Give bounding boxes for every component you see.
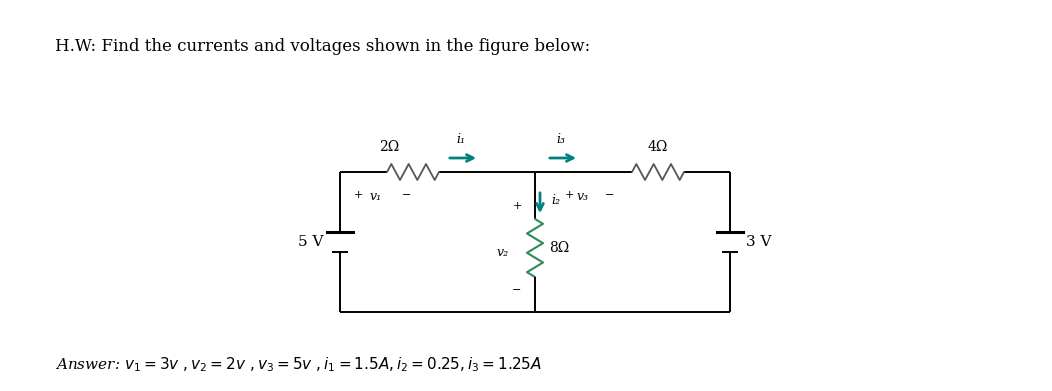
Text: 8Ω: 8Ω	[549, 241, 569, 255]
Text: v₁: v₁	[370, 190, 382, 203]
Text: −: −	[605, 190, 614, 200]
Text: i₃: i₃	[557, 133, 566, 146]
Text: i₁: i₁	[457, 133, 465, 146]
Text: −: −	[512, 285, 522, 295]
Text: v₃: v₃	[576, 190, 589, 203]
Text: +: +	[355, 190, 363, 200]
Text: Answer: $v_1 = 3v\ ,v_2 = 2v\ ,v_3 = 5v\ ,i_1 =1.5A,i_2 =0.25,i_3 =1.25A$: Answer: $v_1 = 3v\ ,v_2 = 2v\ ,v_3 = 5v\…	[55, 355, 542, 374]
Text: 5 V: 5 V	[299, 235, 324, 249]
Text: 4Ω: 4Ω	[648, 140, 668, 154]
Text: +: +	[512, 201, 522, 211]
Text: 3 V: 3 V	[746, 235, 771, 249]
Text: 2Ω: 2Ω	[379, 140, 400, 154]
Text: v₂: v₂	[497, 246, 509, 258]
Text: +: +	[565, 190, 574, 200]
Text: H.W: Find the currents and voltages shown in the figure below:: H.W: Find the currents and voltages show…	[55, 38, 590, 55]
Text: i₂: i₂	[551, 194, 560, 207]
Text: −: −	[402, 190, 411, 200]
